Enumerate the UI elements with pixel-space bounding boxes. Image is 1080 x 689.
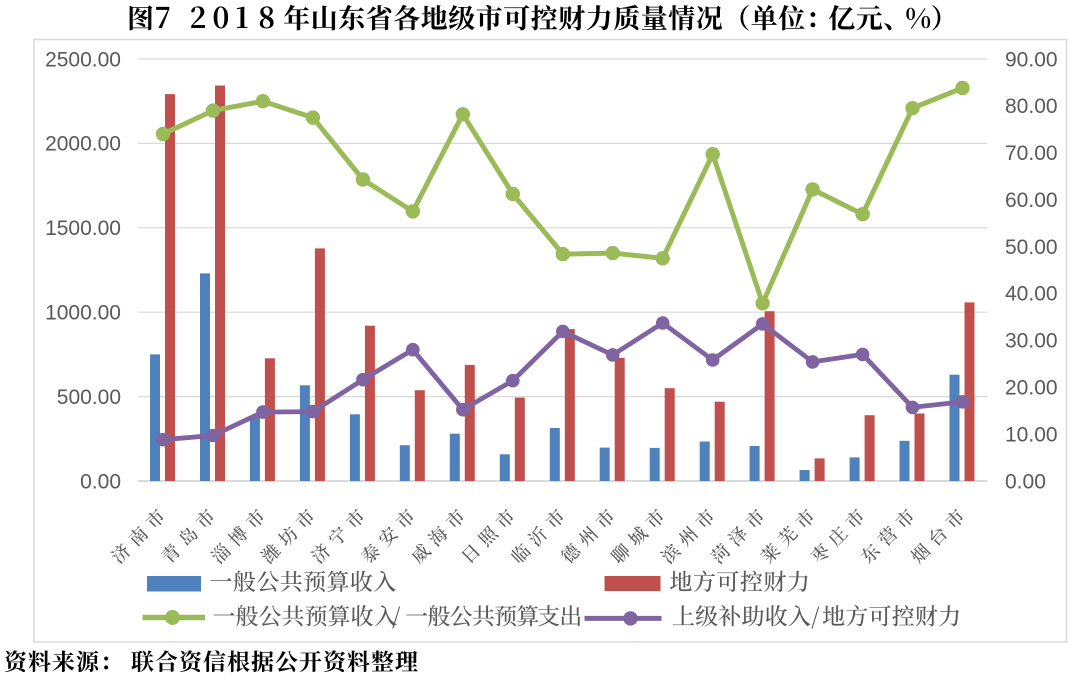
svg-text:70.00: 70.00: [1005, 142, 1058, 165]
svg-text:90.00: 90.00: [1005, 48, 1058, 71]
svg-text:2000.00: 2000.00: [45, 133, 121, 156]
svg-text:0.00: 0.00: [80, 470, 121, 493]
svg-text:1500.00: 1500.00: [45, 217, 121, 240]
svg-text:40.00: 40.00: [1005, 283, 1058, 306]
svg-text:60.00: 60.00: [1005, 189, 1058, 212]
svg-text:2500.00: 2500.00: [45, 48, 121, 71]
svg-text:0.00: 0.00: [1005, 470, 1046, 493]
svg-text:10.00: 10.00: [1005, 423, 1058, 446]
svg-text:500.00: 500.00: [57, 386, 121, 409]
svg-text:80.00: 80.00: [1005, 95, 1058, 118]
svg-text:50.00: 50.00: [1005, 236, 1058, 259]
svg-text:20.00: 20.00: [1005, 377, 1058, 400]
svg-text:30.00: 30.00: [1005, 330, 1058, 353]
svg-text:1000.00: 1000.00: [45, 302, 121, 325]
